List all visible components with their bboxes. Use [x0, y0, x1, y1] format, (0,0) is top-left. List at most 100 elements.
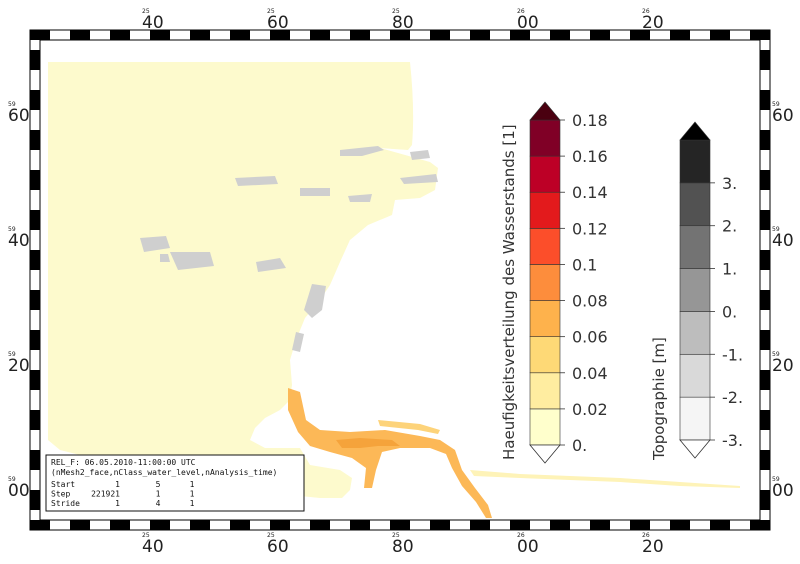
colorbar-frequency-bottom-arrow	[529, 444, 561, 464]
colorbar-topography-segment	[679, 311, 711, 355]
colorbar-frequency-tick-label: 0.18	[572, 111, 608, 130]
frame-tick	[430, 30, 450, 40]
frame-tick	[190, 520, 210, 530]
frame-tick	[30, 210, 40, 230]
x-label-bottom: 20	[642, 537, 664, 557]
frame-tick	[350, 30, 370, 40]
colorbar-topography-segment	[679, 225, 711, 269]
x-label-top: 40	[142, 13, 164, 33]
x-label-top-small: 25	[392, 8, 400, 15]
islands	[140, 146, 438, 352]
frame-tick	[510, 520, 530, 530]
frame-tick	[30, 450, 40, 470]
frame-tick	[30, 250, 40, 270]
x-label-top: 00	[517, 13, 539, 33]
colorbar-frequency-tick-label: 0.16	[572, 147, 608, 166]
colorbar-topography-tick-label: -3.	[722, 431, 743, 450]
colorbar-topography-bottom-arrow	[679, 439, 711, 459]
frame-tick	[760, 170, 770, 190]
x-label-bottom-small: 26	[517, 532, 525, 539]
x-label-top-small: 25	[267, 8, 275, 15]
colorbar-frequency: 0. 0.02 0.04 0.06 0.08 0.1 0.12 0.14 0.16 0.18	[529, 101, 608, 464]
land-area	[338, 232, 372, 275]
frame-tick	[750, 30, 770, 40]
frame-tick	[760, 210, 770, 230]
frame-tick	[30, 90, 40, 110]
frame-tick	[270, 30, 290, 40]
frame-tick	[430, 520, 450, 530]
frame-tick	[670, 520, 690, 530]
colorbar-topography-tick-label: 0.	[722, 302, 737, 321]
river-channel	[288, 388, 492, 518]
info-line1: REL_F: 06.05.2010-11:00:00 UTC	[51, 458, 196, 467]
colorbar-topography-tick-label: -2.	[722, 388, 743, 407]
colorbar-topography-tick-label: 3.	[722, 174, 737, 193]
frame-tick	[70, 30, 90, 40]
frame-tick	[150, 30, 170, 40]
frame-tick	[230, 520, 250, 530]
frame-tick	[110, 520, 130, 530]
colorbar-frequency-top-arrow	[529, 101, 561, 121]
y-label-right-small: 59	[772, 476, 780, 483]
info-cell: 4	[156, 499, 161, 508]
frame-tick	[30, 520, 50, 530]
y-label-left-small: 59	[8, 351, 16, 358]
info-box: REL_F: 06.05.2010-11:00:00 UTC (nMesh2_f…	[45, 454, 305, 512]
info-cell: 1	[156, 490, 161, 499]
colorbar-frequency-tick-label: 0.14	[572, 183, 608, 202]
frame-tick	[590, 520, 610, 530]
info-cell: 221921	[91, 490, 120, 499]
x-label-bottom-small: 25	[267, 532, 275, 539]
colorbar-frequency-segment	[529, 155, 561, 193]
frame-tick	[760, 50, 770, 70]
colorbar-topography-tick-label: 1.	[722, 260, 737, 279]
frame-tick	[390, 30, 410, 40]
x-label-bottom: 00	[517, 537, 539, 557]
info-cell: 1	[115, 499, 120, 508]
frame-tick	[760, 250, 770, 270]
y-label-left-small: 59	[8, 226, 16, 233]
frame-tick	[30, 330, 40, 350]
frame-tick	[630, 520, 650, 530]
y-label-left-small: 59	[8, 101, 16, 108]
frame-tick	[470, 520, 490, 530]
y-label-right: 60	[772, 106, 794, 126]
frame-tick	[760, 90, 770, 110]
info-cell: Start	[51, 480, 75, 489]
y-label-right: 40	[772, 231, 794, 251]
colorbar-frequency-tick-label: 0.08	[572, 292, 608, 311]
info-line2: (nMesh2_face,nClass_water_level,nAnalysi…	[51, 468, 277, 477]
colorbar-frequency-segment	[529, 408, 561, 446]
frame-tick	[710, 520, 730, 530]
colorbar-frequency-tick-label: 0.02	[572, 400, 608, 419]
x-label-bottom-small: 25	[142, 532, 150, 539]
colorbar-frequency-segment	[529, 191, 561, 229]
tributary-upper	[378, 420, 440, 434]
y-label-right-small: 59	[772, 101, 780, 108]
colorbar-topography-segment	[679, 182, 711, 227]
colorbar-frequency-tick-label: 0.1	[572, 255, 597, 274]
x-label-top: 20	[642, 13, 664, 33]
colorbar-topography-title: Topographie [m]	[650, 337, 668, 461]
info-cell: 5	[156, 480, 161, 489]
frame-tick	[760, 130, 770, 150]
y-label-right: 00	[772, 481, 794, 501]
y-label-right: 20	[772, 356, 794, 376]
x-label-top: 60	[267, 13, 289, 33]
frame-tick	[70, 520, 90, 530]
map-plot-area	[48, 62, 740, 518]
y-label-left-small: 59	[8, 476, 16, 483]
frame-tick	[110, 30, 130, 40]
colorbar-frequency-segment	[529, 336, 561, 374]
frame-tick	[760, 410, 770, 430]
frame-tick	[760, 330, 770, 350]
frame-tick	[30, 130, 40, 150]
colorbar-topography-segment	[679, 396, 711, 441]
frame-tick	[470, 30, 490, 40]
frame-tick	[590, 30, 610, 40]
info-cell: Step	[51, 490, 70, 499]
frame-tick	[390, 520, 410, 530]
y-label-left: 20	[8, 356, 30, 376]
frame-tick	[760, 370, 770, 390]
